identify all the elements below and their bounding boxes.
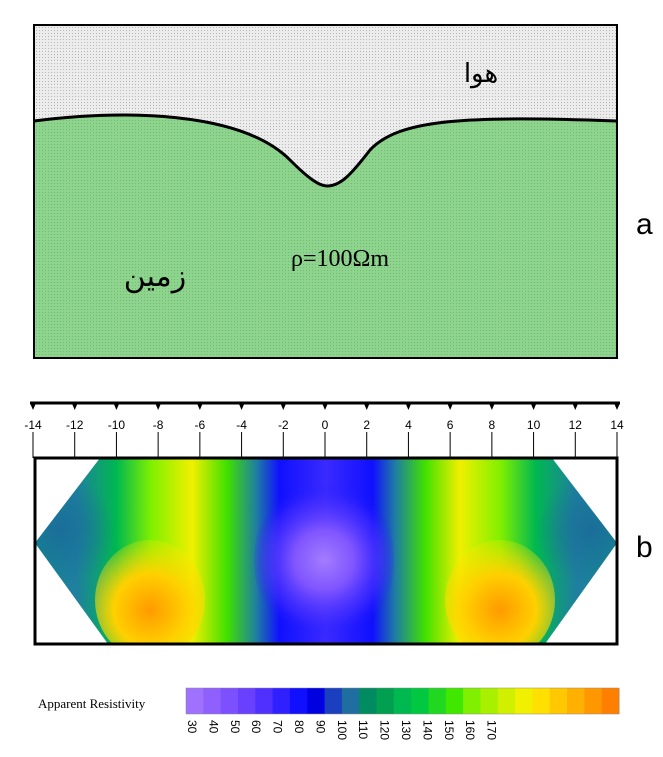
- colorbar-tick-label: 120: [378, 720, 392, 740]
- panel-a: هوا زمین ρ=100Ωm a: [33, 24, 653, 359]
- ground-label: زمین: [124, 260, 186, 293]
- colorbar-swatch: [411, 688, 429, 714]
- distance-axis-labels: -14 -12 -10 -8 -6 -4 -2 0 2 4 6 8 10 12 14: [24, 418, 624, 432]
- colorbar-swatch: [584, 688, 603, 714]
- axis-tick-mark: [405, 403, 412, 410]
- air-label: هوا: [464, 58, 498, 89]
- colorbar-swatch: [515, 688, 533, 714]
- colorbar-swatch: [324, 688, 343, 714]
- colorbar-swatch: [463, 688, 481, 714]
- axis-tick-label: 2: [363, 418, 370, 432]
- colorbar-swatch: [393, 688, 412, 714]
- colorbar-swatch: [289, 688, 308, 714]
- colorbar-tick-label: 130: [399, 720, 413, 740]
- colorbar-tick-label: 160: [463, 720, 477, 740]
- colorbar-swatch: [445, 688, 464, 714]
- colorbar-swatch: [428, 688, 447, 714]
- axis-tick-mark: [572, 403, 579, 410]
- axis-tick-label: 4: [405, 418, 412, 432]
- colorbar-swatch: [497, 688, 516, 714]
- colorbar-swatch: [272, 688, 291, 714]
- colorbar-swatches: [186, 688, 620, 714]
- colorbar-tick-label: 70: [271, 720, 285, 734]
- colorbar-tick-label: 80: [292, 720, 306, 734]
- axis-tick-mark: [238, 403, 245, 410]
- colorbar-swatch: [376, 688, 395, 714]
- axis-tick-label: 10: [527, 418, 541, 432]
- axis-tick-mark: [196, 403, 203, 410]
- panel-b-frame: [33, 456, 619, 646]
- colorbar-tick-label: 100: [335, 720, 349, 740]
- colorbar-frame: [185, 687, 620, 715]
- colorbar-tick-label: 140: [420, 720, 434, 740]
- ground-region: [34, 115, 617, 359]
- colorbar-swatch: [341, 688, 360, 714]
- colorbar-swatch: [186, 688, 204, 714]
- axis-tick-label: 6: [447, 418, 454, 432]
- colorbar: Apparent Resistivity 30 40 50 60 70 80 90 100 11…: [38, 687, 620, 740]
- axis-tick-mark: [155, 403, 162, 410]
- colorbar-tick-label: 40: [206, 720, 220, 734]
- colorbar-tick-label: 50: [228, 720, 242, 734]
- colorbar-tick-label: 110: [356, 720, 370, 739]
- axis-tick-mark: [488, 403, 495, 410]
- panel-b-letter: b: [636, 531, 653, 564]
- panel-a-letter: a: [636, 208, 653, 241]
- axis-tick-label: 8: [489, 418, 496, 432]
- colorbar-label: Apparent Resistivity: [38, 696, 146, 711]
- axis-tick-mark: [614, 403, 620, 410]
- colorbar-tick-label: 30: [185, 720, 199, 734]
- axis-tick-mark: [280, 403, 287, 410]
- axis-tick-mark: [447, 403, 454, 410]
- axis-tick-mark: [71, 403, 78, 410]
- axis-tick-mark: [530, 403, 537, 410]
- panel-b: -14 -12 -10 -8 -6 -4 -2 0 2 4 6 8 10 12 14 b: [24, 401, 653, 646]
- resistivity-section: [35, 458, 617, 644]
- axis-tick-label: -2: [278, 418, 289, 432]
- axis-tick-label: 12: [569, 418, 583, 432]
- ground-surface-line: [33, 113, 618, 188]
- colorbar-swatch: [532, 688, 551, 714]
- axis-tick-mark: [363, 403, 370, 410]
- colorbar-swatch: [359, 688, 378, 714]
- colorbar-swatch: [237, 688, 256, 714]
- colorbar-swatch: [220, 688, 239, 714]
- axis-tick-label: -6: [195, 418, 206, 432]
- axis-tick-label: -10: [108, 418, 126, 432]
- axis-tick-label: 0: [322, 418, 329, 432]
- colorbar-swatch: [255, 688, 274, 714]
- axis-tick-mark: [322, 403, 328, 410]
- colorbar-swatch: [549, 688, 568, 714]
- axis-tick-label: -14: [24, 418, 42, 432]
- colorbar-tick-label: 150: [442, 720, 456, 740]
- colorbar-swatch: [203, 688, 222, 714]
- colorbar-tick-label: 90: [313, 720, 327, 734]
- axis-tick-label: -12: [66, 418, 84, 432]
- axis-tick-label: 14: [610, 418, 624, 432]
- colorbar-tick-label: 60: [249, 720, 263, 734]
- colorbar-swatch: [307, 688, 326, 714]
- colorbar-swatch: [480, 688, 499, 714]
- colorbar-tick-labels: 30 40 50 60 70 80 90 100 110 120 130 140 150 160 170: [185, 720, 499, 740]
- colorbar-tick-label: 170: [485, 720, 499, 740]
- distance-axis-ticks: [30, 403, 620, 458]
- axis-tick-label: -4: [236, 418, 247, 432]
- axis-tick-mark: [113, 403, 120, 410]
- axis-tick-label: -8: [153, 418, 164, 432]
- panel-a-frame: [33, 24, 618, 359]
- resistivity-label: ρ=100Ωm: [291, 246, 389, 272]
- colorbar-swatch: [567, 688, 585, 714]
- axis-tick-mark: [30, 403, 36, 410]
- colorbar-swatch: [601, 688, 620, 714]
